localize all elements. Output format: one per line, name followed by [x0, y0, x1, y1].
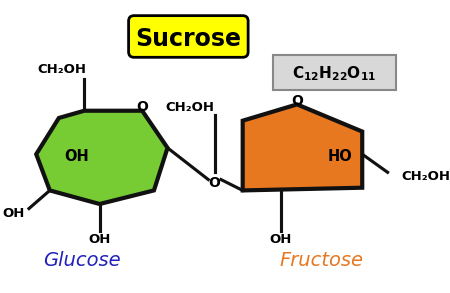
Text: HO: HO [327, 149, 352, 164]
Text: $\mathregular{C_{12}H_{22}O_{11}}$: $\mathregular{C_{12}H_{22}O_{11}}$ [292, 64, 376, 83]
Text: OH: OH [270, 233, 292, 246]
Text: CH₂OH: CH₂OH [401, 170, 450, 183]
Text: OH: OH [2, 207, 25, 219]
FancyBboxPatch shape [273, 55, 396, 90]
Text: OH: OH [89, 233, 111, 246]
FancyBboxPatch shape [129, 16, 248, 57]
Text: CH₂OH: CH₂OH [37, 64, 86, 76]
Polygon shape [243, 104, 362, 190]
Text: Sucrose: Sucrose [135, 27, 241, 51]
Text: O: O [136, 100, 148, 114]
Text: CH₂OH: CH₂OH [166, 100, 215, 114]
Text: Glucose: Glucose [43, 251, 120, 270]
Text: O: O [291, 94, 303, 108]
Text: Fructose: Fructose [279, 251, 364, 270]
Text: OH: OH [65, 149, 90, 164]
Polygon shape [36, 111, 167, 204]
Text: O: O [209, 176, 220, 190]
